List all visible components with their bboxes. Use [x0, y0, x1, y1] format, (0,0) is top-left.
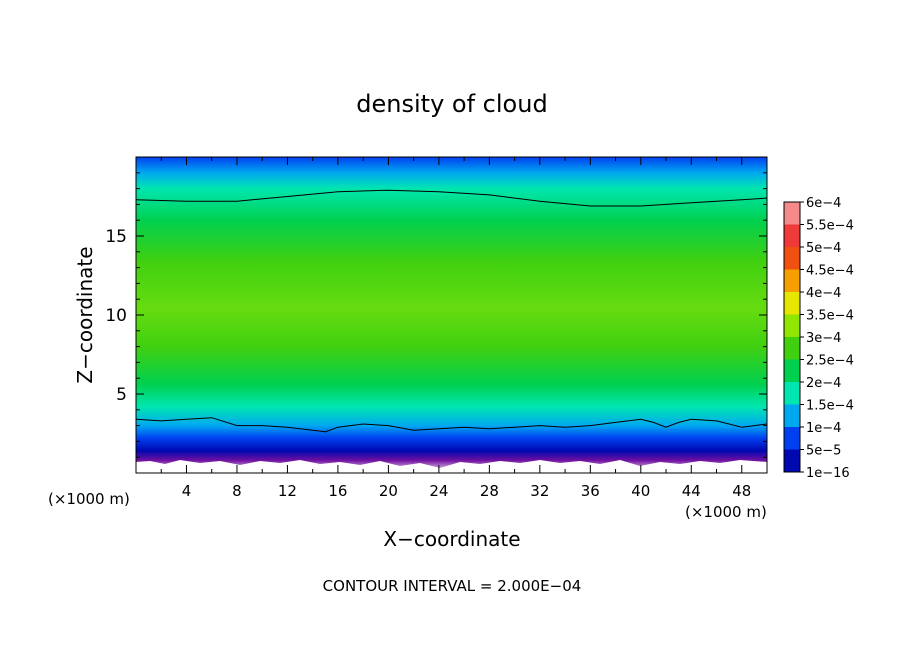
colorbar-label: 2e−4 — [806, 376, 841, 391]
colorbar-swatch — [784, 292, 800, 315]
colorbar-label: 4.5e−4 — [806, 264, 854, 279]
x-tick-label: 4 — [182, 482, 192, 500]
colorbar-label: 5e−4 — [806, 241, 841, 256]
x-tick-label: 12 — [278, 482, 297, 500]
colorbar-swatch — [784, 269, 800, 292]
contour-lines — [136, 189, 767, 433]
colorbar-label: 5e−5 — [806, 444, 841, 459]
contour-interval-note: CONTOUR INTERVAL = 2.000E−04 — [323, 577, 582, 595]
x-tick-label: 16 — [328, 482, 347, 500]
x-tick-label: 48 — [732, 482, 751, 500]
colorbar-label: 1.5e−4 — [806, 399, 854, 414]
y-axis: 5 10 15 — [105, 172, 767, 458]
colorbar-swatch — [784, 202, 800, 225]
x-tick-label: 24 — [429, 482, 448, 500]
colorbar-label: 4e−4 — [806, 286, 841, 301]
colorbar-label: 3.5e−4 — [806, 309, 854, 324]
x-tick-label: 32 — [530, 482, 549, 500]
y-tick-label: 10 — [105, 306, 127, 326]
contour-line — [136, 417, 767, 433]
chart-title: density of cloud — [356, 90, 547, 118]
colorbar: 6e−4 5.5e−4 5e−4 4.5e−4 4e−4 3.5e−4 3e−4 2.5e−4… — [783, 196, 854, 481]
colorbar-swatch — [784, 224, 800, 247]
density-field-top-feature — [512, 157, 632, 171]
x-axis-label: X−coordinate — [383, 527, 520, 551]
colorbar-swatch — [784, 427, 800, 450]
colorbar-swatch — [784, 359, 800, 382]
y-tick-label: 15 — [105, 227, 127, 247]
y-tick-label: 5 — [116, 385, 127, 405]
contour-line — [136, 189, 767, 207]
colorbar-swatch — [784, 247, 800, 270]
x-axis: 4 8 12 16 20 24 28 32 36 40 44 48 — [160, 157, 751, 500]
density-field-bottom-edge — [136, 460, 767, 473]
colorbar-label: 3e−4 — [806, 331, 841, 346]
colorbar-label: 2.5e−4 — [806, 354, 854, 369]
x-tick-label: 44 — [682, 482, 701, 500]
colorbar-label: 5.5e−4 — [806, 219, 854, 234]
colorbar-swatch — [784, 314, 800, 337]
plot-area — [136, 157, 767, 473]
colorbar-swatch — [784, 382, 800, 405]
colorbar-swatch — [784, 404, 800, 427]
x-tick-label: 36 — [581, 482, 600, 500]
colorbar-label: 1e−16 — [806, 466, 850, 481]
density-field — [136, 157, 767, 473]
x-tick-label: 8 — [232, 482, 242, 500]
x-tick-label: 28 — [480, 482, 499, 500]
y-axis-label: Z−coordinate — [73, 246, 97, 383]
colorbar-swatch — [784, 449, 800, 472]
colorbar-label: 1e−4 — [806, 421, 841, 436]
x-unit-right: (×1000 m) — [685, 503, 767, 521]
colorbar-swatch — [784, 337, 800, 360]
x-unit-left: (×1000 m) — [48, 490, 130, 508]
x-tick-label: 40 — [631, 482, 650, 500]
colorbar-label: 6e−4 — [806, 196, 841, 211]
x-tick-label: 20 — [379, 482, 398, 500]
